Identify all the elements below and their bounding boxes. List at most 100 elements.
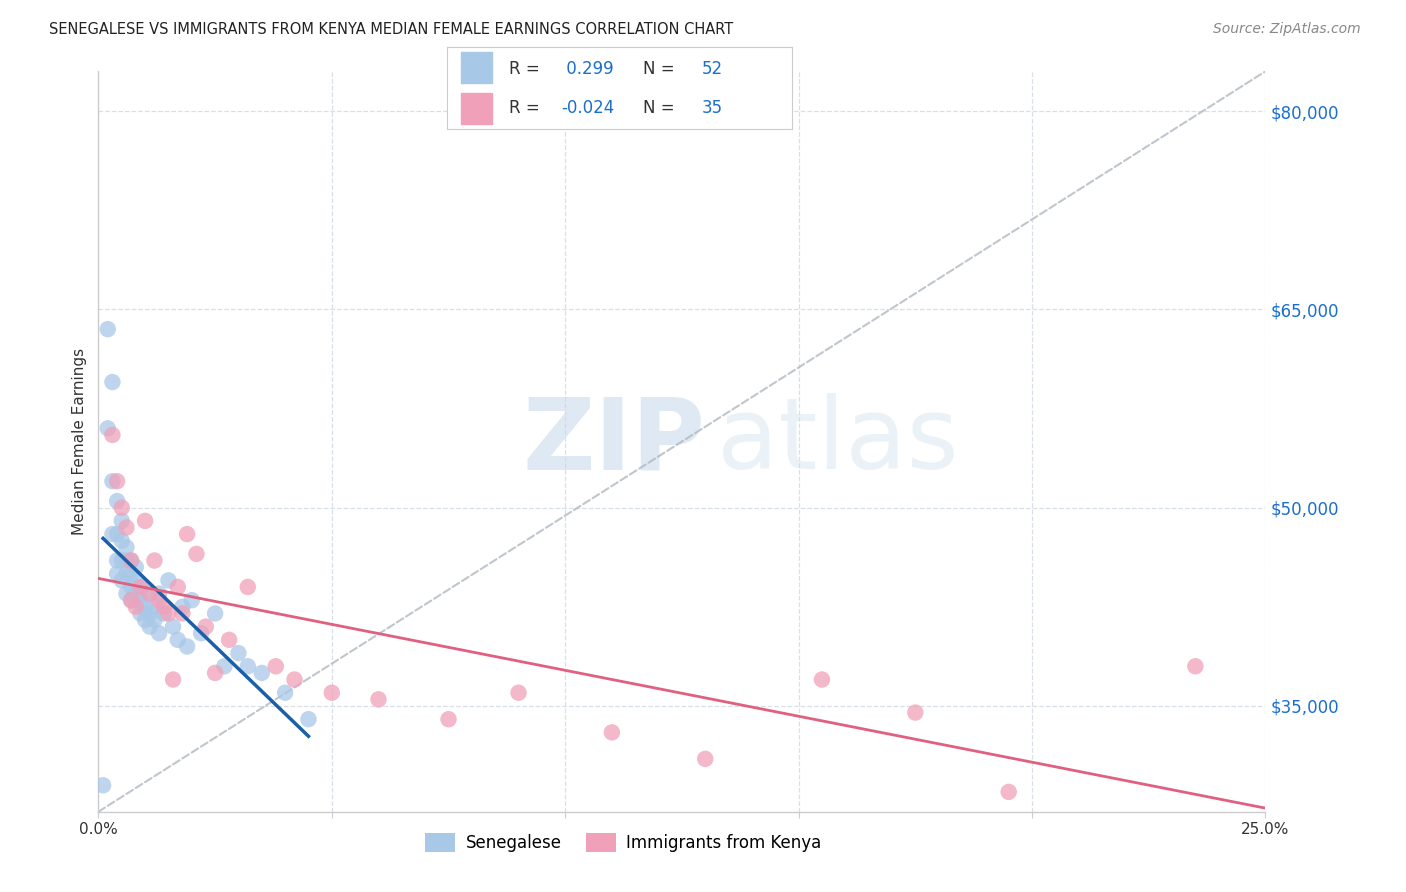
Text: ZIP: ZIP — [523, 393, 706, 490]
Text: 35: 35 — [702, 99, 723, 117]
Point — [904, 706, 927, 720]
Point — [129, 593, 152, 607]
Point — [695, 752, 717, 766]
Text: R =: R = — [509, 99, 546, 117]
Point — [297, 712, 319, 726]
Point — [166, 580, 188, 594]
Point — [204, 607, 226, 621]
Text: N =: N = — [644, 60, 681, 78]
Point — [97, 421, 120, 435]
Point — [204, 665, 226, 680]
Point — [148, 586, 170, 600]
Legend: Senegalese, Immigrants from Kenya: Senegalese, Immigrants from Kenya — [419, 826, 828, 859]
Point — [111, 533, 134, 548]
Point — [214, 659, 236, 673]
Point — [105, 527, 128, 541]
Point — [125, 574, 148, 588]
Point — [115, 553, 138, 567]
Point — [152, 599, 174, 614]
Point — [218, 632, 240, 647]
Point — [283, 673, 305, 687]
Point — [367, 692, 389, 706]
Point — [105, 474, 128, 488]
Point — [125, 586, 148, 600]
Point — [157, 574, 180, 588]
Point — [180, 593, 202, 607]
Point — [115, 520, 138, 534]
Point — [194, 619, 217, 633]
Point — [105, 494, 128, 508]
Point — [811, 673, 834, 687]
Text: Source: ZipAtlas.com: Source: ZipAtlas.com — [1213, 22, 1361, 37]
Text: 52: 52 — [702, 60, 723, 78]
Point — [1184, 659, 1206, 673]
Point — [148, 593, 170, 607]
Point — [129, 580, 152, 594]
Point — [101, 375, 124, 389]
Point — [129, 607, 152, 621]
Text: R =: R = — [509, 60, 546, 78]
Point — [139, 586, 162, 600]
Point — [120, 553, 142, 567]
Point — [120, 580, 142, 594]
Point — [437, 712, 460, 726]
Point — [172, 607, 194, 621]
Point — [120, 553, 142, 567]
Point — [176, 640, 198, 654]
Point — [264, 659, 287, 673]
Point — [111, 553, 134, 567]
Point — [111, 574, 134, 588]
Point — [101, 428, 124, 442]
Point — [321, 686, 343, 700]
Point — [236, 659, 259, 673]
Text: -0.024: -0.024 — [561, 99, 614, 117]
Point — [91, 778, 114, 792]
Point — [139, 619, 162, 633]
Text: SENEGALESE VS IMMIGRANTS FROM KENYA MEDIAN FEMALE EARNINGS CORRELATION CHART: SENEGALESE VS IMMIGRANTS FROM KENYA MEDI… — [49, 22, 734, 37]
Point — [274, 686, 297, 700]
Point — [125, 599, 148, 614]
Point — [134, 599, 156, 614]
Point — [228, 646, 250, 660]
Point — [143, 599, 166, 614]
Point — [166, 632, 188, 647]
Text: 0.299: 0.299 — [561, 60, 613, 78]
Point — [111, 514, 134, 528]
Point — [508, 686, 530, 700]
Y-axis label: Median Female Earnings: Median Female Earnings — [72, 348, 87, 535]
Point — [125, 560, 148, 574]
Point — [162, 619, 184, 633]
Point — [115, 586, 138, 600]
Point — [134, 514, 156, 528]
Point — [172, 599, 194, 614]
Point — [115, 566, 138, 581]
Point — [134, 613, 156, 627]
Point — [115, 541, 138, 555]
Point — [120, 566, 142, 581]
Point — [143, 613, 166, 627]
Point — [120, 593, 142, 607]
Point — [105, 553, 128, 567]
Point — [139, 607, 162, 621]
Text: atlas: atlas — [717, 393, 959, 490]
Point — [97, 322, 120, 336]
Point — [101, 474, 124, 488]
Point — [152, 607, 174, 621]
Point — [190, 626, 212, 640]
Point — [162, 673, 184, 687]
Point — [148, 626, 170, 640]
Point — [176, 527, 198, 541]
Point — [186, 547, 208, 561]
Point — [997, 785, 1019, 799]
Point — [143, 553, 166, 567]
Point — [600, 725, 623, 739]
Point — [105, 566, 128, 581]
Text: N =: N = — [644, 99, 681, 117]
Point — [120, 593, 142, 607]
Point — [111, 500, 134, 515]
Point — [101, 527, 124, 541]
FancyBboxPatch shape — [461, 94, 492, 124]
FancyBboxPatch shape — [461, 53, 492, 83]
Point — [236, 580, 259, 594]
Point — [250, 665, 273, 680]
